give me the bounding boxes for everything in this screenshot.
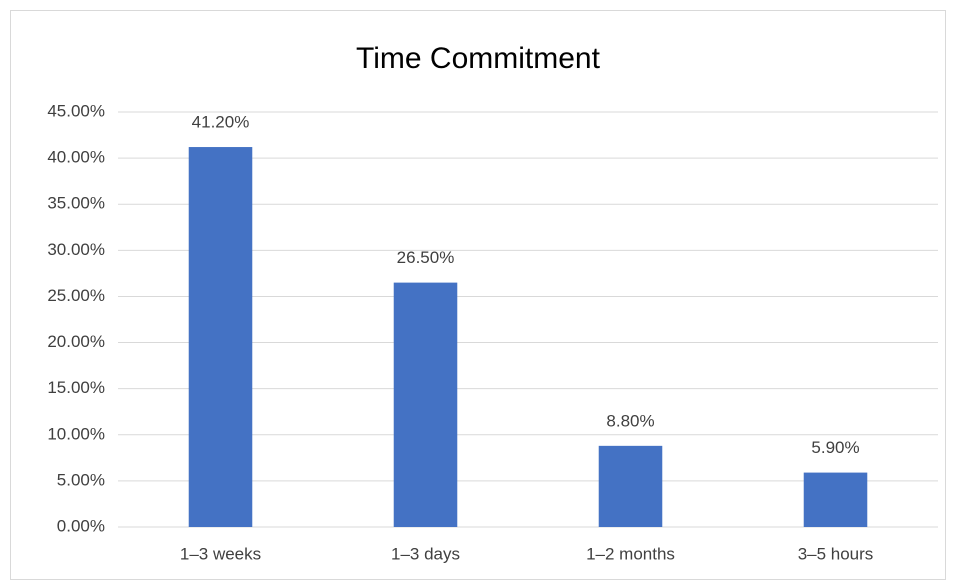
x-tick-label: 1–3 weeks (180, 544, 261, 563)
chart-border (10, 10, 946, 580)
data-label: 26.50% (397, 248, 455, 267)
x-tick-label: 1–2 months (586, 544, 675, 563)
chart-title: Time Commitment (356, 42, 601, 75)
y-tick-label: 30.00% (47, 240, 105, 259)
y-tick-label: 10.00% (47, 424, 105, 443)
y-tick-label: 5.00% (57, 470, 105, 489)
bar (598, 445, 663, 527)
y-tick-label: 45.00% (47, 101, 105, 120)
y-tick-label: 0.00% (57, 516, 105, 535)
data-label: 5.90% (811, 438, 859, 457)
bar (393, 282, 458, 527)
y-tick-label: 15.00% (47, 378, 105, 397)
data-label: 8.80% (606, 411, 654, 430)
bar (803, 472, 868, 527)
y-tick-label: 20.00% (47, 332, 105, 351)
data-label: 41.20% (192, 113, 250, 132)
bar (188, 147, 253, 528)
y-tick-label: 25.00% (47, 286, 105, 305)
y-tick-label: 35.00% (47, 194, 105, 213)
x-tick-label: 1–3 days (391, 544, 460, 563)
y-tick-label: 40.00% (47, 148, 105, 167)
x-tick-label: 3–5 hours (798, 544, 874, 563)
